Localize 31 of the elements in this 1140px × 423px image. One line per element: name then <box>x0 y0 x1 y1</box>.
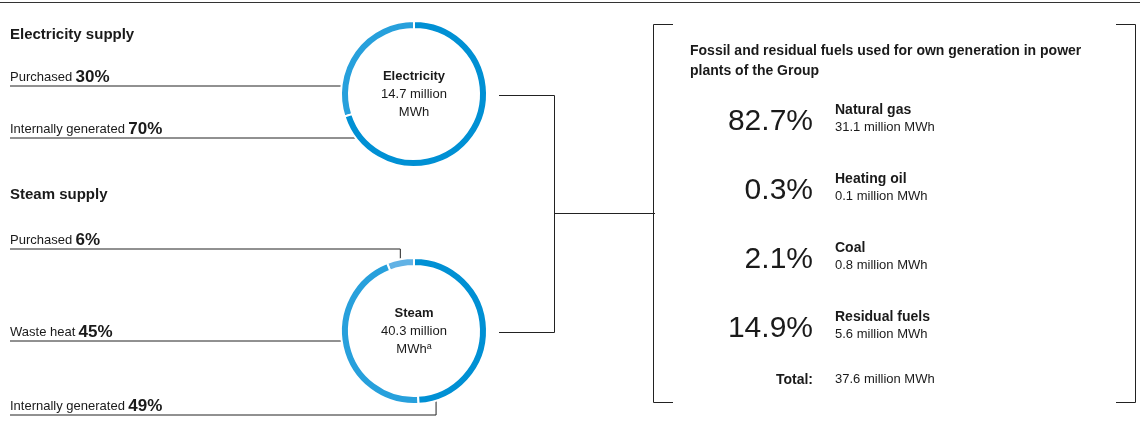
text: Total: <box>774 370 813 388</box>
text: 40.3 million MWh$^{a}$ <box>380 322 448 358</box>
text: 31.1 million MWh <box>835 118 935 136</box>
text: 5.6 million MWh <box>835 325 928 343</box>
text: 0.3% <box>744 172 813 205</box>
chart-title: Electricity supply <box>10 25 135 42</box>
data-label: 70% <box>128 119 163 138</box>
text: Fossil and residual fuels used for own generation in power plants of the Group <box>690 41 1083 80</box>
text: 2.1% <box>744 241 813 274</box>
category-label: Natural gas <box>835 100 912 118</box>
text: Electricity <box>381 67 447 85</box>
data-label: 49% <box>128 396 163 415</box>
slice-label: Internally generated <box>10 121 125 136</box>
data-label: 30% <box>75 67 110 86</box>
data-label: 6% <box>75 230 101 249</box>
text: 0.1 million MWh <box>835 187 928 205</box>
text: 0.8 million MWh <box>835 256 928 274</box>
text: 37.6 million MWh <box>835 370 935 388</box>
chart-title: Steam supply <box>10 185 109 202</box>
text: 14.7 million MWh <box>380 85 448 121</box>
text: 14.9% <box>727 310 813 343</box>
slice-label: Purchased <box>10 232 73 247</box>
slice-label: Waste heat <box>10 324 76 339</box>
text: 82.7% <box>727 103 813 136</box>
slice-label: Purchased <box>10 69 73 84</box>
category-label: Heating oil <box>835 169 907 187</box>
data-label: 45% <box>78 322 113 341</box>
slice-label: Internally generated <box>10 398 125 413</box>
text: Steam <box>393 304 435 322</box>
category-label: Coal <box>835 238 866 256</box>
category-label: Residual fuels <box>835 307 930 325</box>
